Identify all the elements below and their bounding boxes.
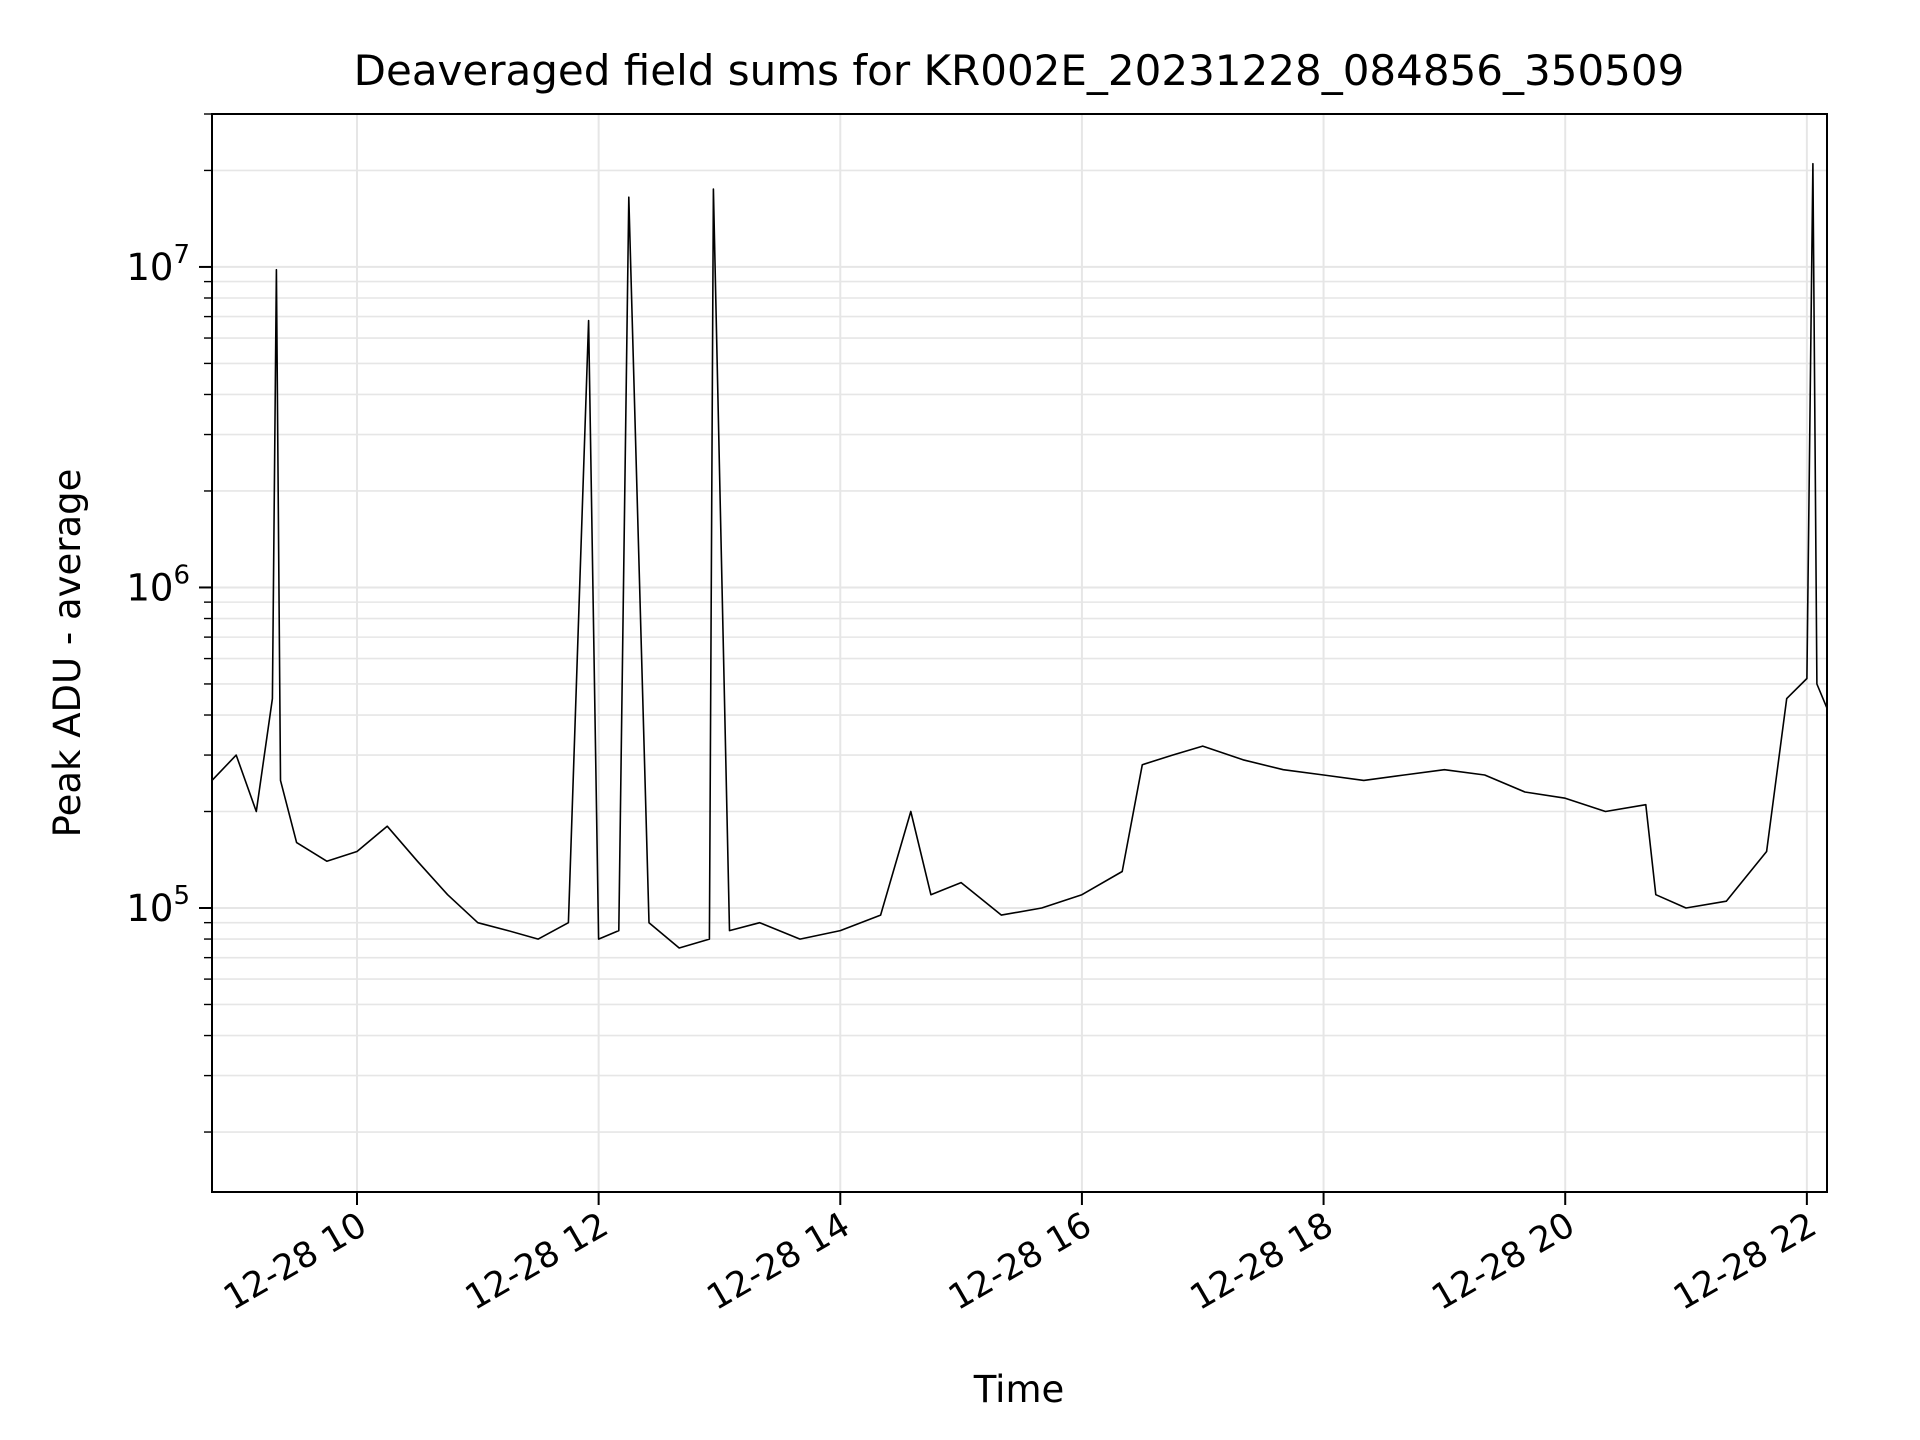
y-axis-ticks: 105 106 107 xyxy=(126,113,212,1133)
x-tick-label: 12-28 18 xyxy=(1184,1205,1340,1318)
x-axis-ticks: 12-28 10 12-28 12 12-28 14 12-28 16 12-28 18… xyxy=(217,1192,1823,1318)
x-tick-label: 12-28 22 xyxy=(1667,1205,1823,1318)
chart-title: Deaveraged field sums for KR002E_2023122… xyxy=(354,46,1685,95)
x-tick-label: 12-28 10 xyxy=(217,1205,373,1318)
x-tick-label: 12-28 16 xyxy=(942,1205,1098,1318)
y-tick-label: 107 xyxy=(126,240,190,289)
plot-frame xyxy=(211,113,1828,1193)
y-tick-label: 105 xyxy=(126,881,190,930)
x-tick-label: 12-28 12 xyxy=(459,1205,615,1318)
grid-lines xyxy=(212,113,1827,1192)
x-tick-label: 12-28 20 xyxy=(1425,1205,1581,1318)
y-tick-label: 106 xyxy=(126,560,190,609)
y-axis-label: Peak ADU - average xyxy=(46,469,89,838)
series-line-0 xyxy=(212,162,1827,949)
x-axis-label: Time xyxy=(973,1368,1065,1411)
plot-area xyxy=(212,162,1827,949)
x-tick-label: 12-28 14 xyxy=(700,1205,856,1318)
